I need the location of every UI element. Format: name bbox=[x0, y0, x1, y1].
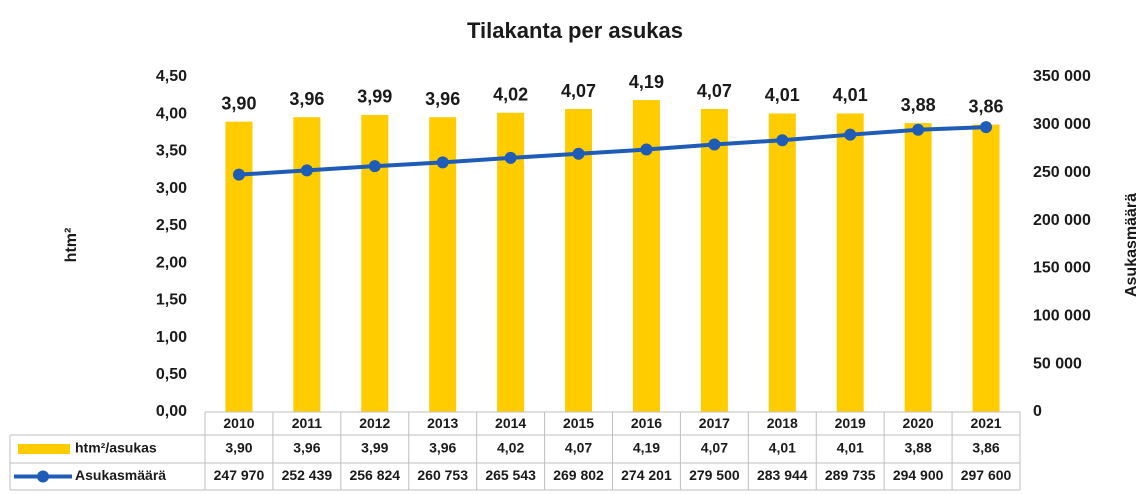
x-tick-label: 2016 bbox=[631, 415, 662, 431]
line bbox=[238, 125, 987, 177]
bar bbox=[225, 121, 253, 413]
line-marker bbox=[844, 128, 857, 141]
x-tick-label: 2018 bbox=[767, 415, 798, 431]
table-cell: 4,07 bbox=[701, 440, 728, 456]
data-label: 3,99 bbox=[357, 87, 392, 107]
data-label: 3,88 bbox=[901, 95, 936, 115]
y2-tick-label: 350 000 bbox=[1033, 68, 1091, 85]
bar bbox=[768, 113, 796, 412]
y-tick-label: 1,00 bbox=[156, 329, 187, 346]
table-cell: 274 201 bbox=[621, 467, 672, 483]
data-label: 4,02 bbox=[493, 84, 528, 104]
chart-title: Tilakanta per asukas bbox=[467, 18, 683, 43]
x-tick-label: 2012 bbox=[359, 415, 390, 431]
y-tick-label: 4,00 bbox=[156, 105, 187, 122]
table-cell: 256 824 bbox=[349, 467, 400, 483]
line-marker bbox=[572, 147, 585, 160]
table-cell: 283 944 bbox=[757, 467, 808, 483]
y-axis-label: htm² bbox=[63, 228, 80, 263]
y-tick-label: 3,00 bbox=[156, 180, 187, 197]
x-tick-label: 2014 bbox=[495, 415, 526, 431]
x-tick-label: 2015 bbox=[563, 415, 594, 431]
y2-tick-label: 50 000 bbox=[1033, 355, 1082, 372]
bar bbox=[361, 114, 389, 412]
y-tick-label: 1,50 bbox=[156, 292, 187, 309]
y-tick-label: 3,50 bbox=[156, 143, 187, 160]
table-cell: 4,02 bbox=[497, 440, 524, 456]
table-cell: 4,01 bbox=[837, 440, 864, 456]
line-marker bbox=[504, 151, 517, 164]
y-tick-label: 0,50 bbox=[156, 366, 187, 383]
data-label: 3,96 bbox=[425, 89, 460, 109]
line-marker bbox=[640, 143, 653, 156]
line-marker bbox=[912, 123, 925, 136]
line-marker bbox=[708, 138, 721, 151]
y-tick-label: 0,00 bbox=[156, 403, 187, 420]
x-tick-label: 2013 bbox=[427, 415, 458, 431]
line-marker bbox=[300, 164, 313, 177]
y-tick-label: 2,50 bbox=[156, 217, 187, 234]
data-label: 3,96 bbox=[289, 89, 324, 109]
bar bbox=[972, 124, 1000, 413]
legend-label: htm²/asukas bbox=[75, 440, 157, 456]
y-tick-label: 2,00 bbox=[156, 254, 187, 271]
table-cell: 265 543 bbox=[485, 467, 536, 483]
table-cell: 289 735 bbox=[825, 467, 876, 483]
table-cell: 252 439 bbox=[282, 467, 333, 483]
table-cell: 3,96 bbox=[293, 440, 320, 456]
table-cell: 247 970 bbox=[214, 467, 265, 483]
line-marker bbox=[776, 134, 789, 147]
bar bbox=[293, 117, 321, 412]
legend-key bbox=[18, 444, 70, 454]
data-label: 3,90 bbox=[221, 93, 256, 113]
legend-key bbox=[37, 470, 49, 483]
line-marker bbox=[436, 156, 449, 169]
data-label: 4,01 bbox=[833, 85, 868, 105]
y2-tick-label: 100 000 bbox=[1033, 308, 1091, 325]
table-cell: 3,96 bbox=[429, 440, 456, 456]
line-marker bbox=[980, 121, 993, 134]
x-tick-label: 2019 bbox=[835, 415, 866, 431]
bar bbox=[836, 113, 864, 412]
y2-tick-label: 150 000 bbox=[1033, 260, 1091, 277]
data-label: 4,07 bbox=[697, 81, 732, 101]
x-tick-label: 2010 bbox=[223, 415, 254, 431]
table-cell: 297 600 bbox=[961, 467, 1012, 483]
table-cell: 260 753 bbox=[417, 467, 468, 483]
y2-tick-label: 200 000 bbox=[1033, 212, 1091, 229]
line-marker bbox=[232, 168, 245, 181]
table-cell: 294 900 bbox=[893, 467, 944, 483]
table-cell: 4,01 bbox=[769, 440, 796, 456]
y2-axis-label: Asukasmäärä bbox=[1123, 193, 1140, 297]
legend-label: Asukasmäärä bbox=[75, 467, 166, 483]
y2-tick-label: 300 000 bbox=[1033, 116, 1091, 133]
y2-tick-label: 250 000 bbox=[1033, 164, 1091, 181]
table-cell: 3,99 bbox=[361, 440, 388, 456]
bar bbox=[700, 109, 728, 412]
data-label: 3,86 bbox=[969, 96, 1004, 116]
table-cell: 3,90 bbox=[225, 440, 252, 456]
data-label: 4,19 bbox=[629, 72, 664, 92]
table-cell: 4,19 bbox=[633, 440, 660, 456]
data-label: 4,01 bbox=[765, 85, 800, 105]
x-tick-label: 2020 bbox=[903, 415, 934, 431]
data-label: 4,07 bbox=[561, 81, 596, 101]
table-cell: 3,86 bbox=[972, 440, 999, 456]
x-tick-label: 2021 bbox=[970, 415, 1001, 431]
bar bbox=[904, 123, 932, 413]
y2-tick-label: 0 bbox=[1033, 403, 1042, 420]
table-cell: 279 500 bbox=[689, 467, 740, 483]
table-cell: 269 802 bbox=[553, 467, 604, 483]
x-tick-label: 2011 bbox=[292, 415, 323, 431]
line-marker bbox=[368, 160, 381, 173]
table-cell: 3,88 bbox=[905, 440, 932, 456]
table-cell: 4,07 bbox=[565, 440, 592, 456]
y-tick-label: 4,50 bbox=[156, 68, 187, 85]
x-tick-label: 2017 bbox=[699, 415, 730, 431]
